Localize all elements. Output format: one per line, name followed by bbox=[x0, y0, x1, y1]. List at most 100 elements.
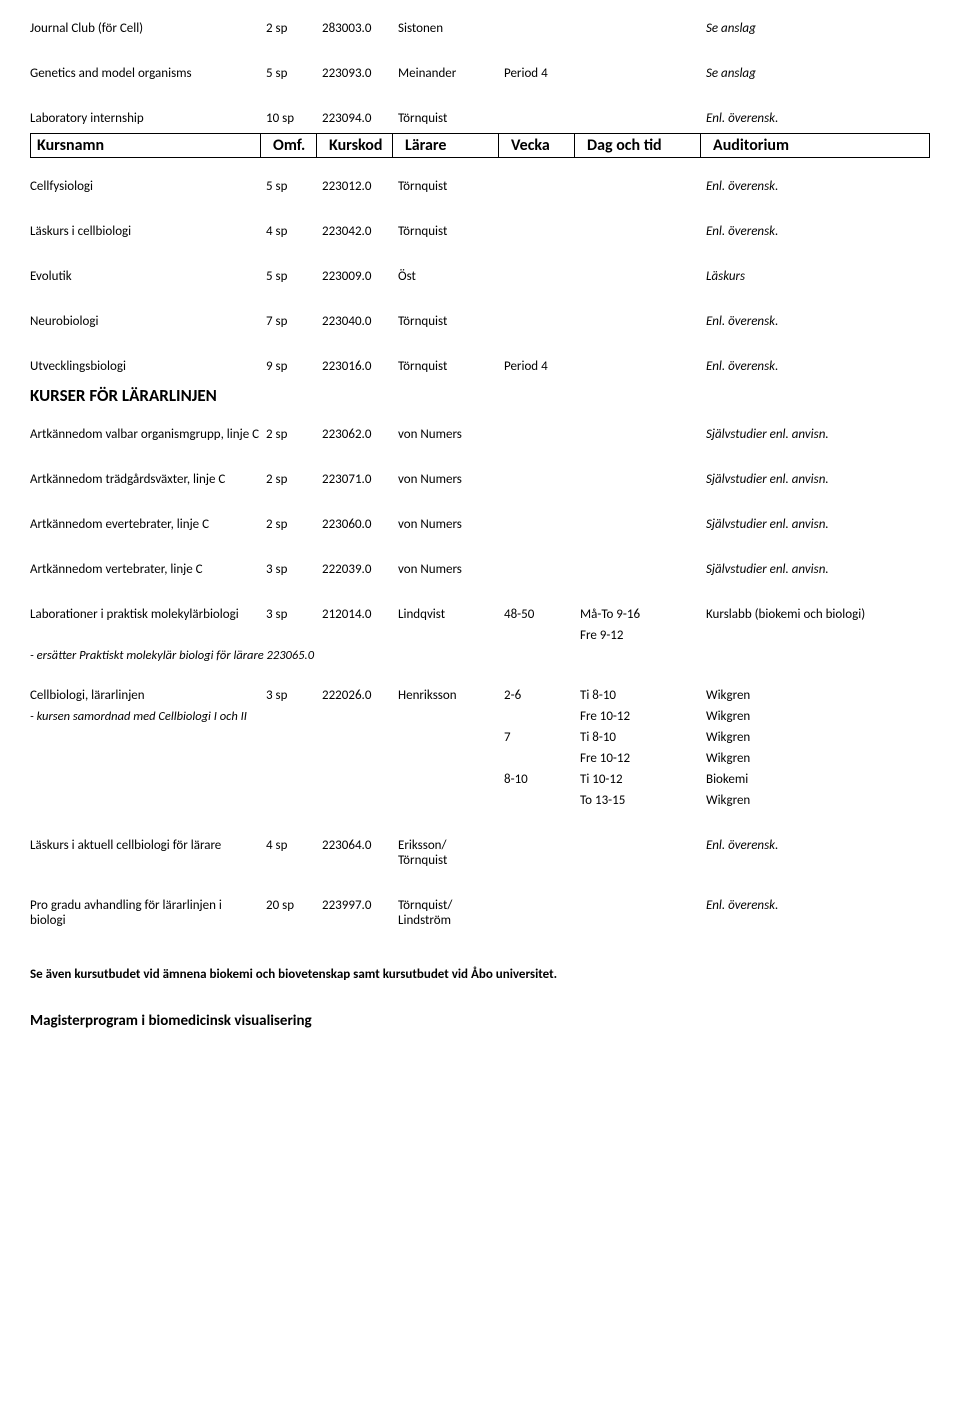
course-vecka bbox=[504, 20, 574, 22]
course-name: Laborationer i praktisk molekylärbiologi bbox=[30, 606, 260, 623]
course-kod: 223064.0 bbox=[322, 837, 392, 854]
course-aud: Självstudier enl. anvisn. bbox=[706, 516, 930, 533]
th-dagtid: Dag och tid bbox=[581, 134, 701, 157]
course-vecka bbox=[504, 178, 574, 180]
course-row: Genetics and model organisms5 sp223093.0… bbox=[30, 65, 930, 82]
course-row: Artkännedom vertebrater, linje C 3 sp 2220… bbox=[30, 561, 930, 578]
course-omf: 20 sp bbox=[266, 897, 316, 914]
course-larare: Lindqvist bbox=[398, 606, 498, 623]
course-kod: 223009.0 bbox=[322, 268, 392, 285]
course-aud: Wikgren bbox=[706, 708, 930, 725]
course-name: Artkännedom evertebrater, linje C bbox=[30, 516, 260, 533]
course-kod: 223012.0 bbox=[322, 178, 392, 195]
course-note: - ersätter Praktiskt molekylär biologi f… bbox=[30, 648, 930, 663]
course-vecka bbox=[504, 471, 574, 473]
course-aud: Enl. överensk. bbox=[706, 313, 930, 330]
course-row: Pro gradu avhandling för lärarlinjen i b… bbox=[30, 897, 930, 929]
course-larare: Törnquist/ Lindström bbox=[398, 897, 498, 929]
course-tid: Fre 9-12 bbox=[580, 627, 700, 644]
course-name: Laboratory internship bbox=[30, 110, 260, 127]
course-note: - kursen samordnad med Cellbiologi I och… bbox=[30, 708, 498, 725]
course-larare: Törnquist bbox=[398, 358, 498, 375]
course-kod: 223093.0 bbox=[322, 65, 392, 82]
course-larare: Öst bbox=[398, 268, 498, 285]
course-vecka bbox=[504, 426, 574, 428]
course-omf: 9 sp bbox=[266, 358, 316, 375]
course-aud: Se anslag bbox=[706, 65, 930, 82]
course-omf: 3 sp bbox=[266, 561, 316, 578]
course-larare: Eriksson/ Törnquist bbox=[398, 837, 498, 869]
course-tid: Fre 10-12 bbox=[580, 750, 700, 767]
course-kod: 223060.0 bbox=[322, 516, 392, 533]
course-row: Läskurs i aktuell cellbiologi för lärare… bbox=[30, 837, 930, 869]
course-larare: von Numers bbox=[398, 516, 498, 533]
course-aud: Kurslabb (biokemi och biologi) bbox=[706, 606, 930, 623]
course-aud: Självstudier enl. anvisn. bbox=[706, 561, 930, 578]
course-larare: Törnquist bbox=[398, 178, 498, 195]
course-aud: Enl. överensk. bbox=[706, 110, 930, 127]
course-tid bbox=[580, 426, 700, 428]
course-row-lab: Laborationer i praktisk molekylärbiologi… bbox=[30, 606, 930, 623]
course-vecka bbox=[504, 750, 574, 752]
course-tid: Ti 10-12 bbox=[580, 771, 700, 788]
course-name: Cellfysiologi bbox=[30, 178, 260, 195]
course-larare: von Numers bbox=[398, 426, 498, 443]
course-kod: 212014.0 bbox=[322, 606, 392, 623]
course-vecka bbox=[504, 268, 574, 270]
course-tid bbox=[580, 897, 700, 899]
course-larare: Törnquist bbox=[398, 313, 498, 330]
course-row: Artkännedom trädgårdsväxter, linje C2 sp… bbox=[30, 471, 930, 488]
course-tid: To 13-15 bbox=[580, 792, 700, 809]
course-tid bbox=[580, 110, 700, 112]
course-tid bbox=[580, 178, 700, 180]
course-tid bbox=[580, 268, 700, 270]
course-omf: 2 sp bbox=[266, 20, 316, 37]
course-omf: 10 sp bbox=[266, 110, 316, 127]
course-name: Cellbiologi, lärarlinjen bbox=[30, 687, 260, 704]
course-aud: Självstudier enl. anvisn. bbox=[706, 426, 930, 443]
course-omf: 2 sp bbox=[266, 516, 316, 533]
course-omf: 4 sp bbox=[266, 837, 316, 854]
course-row: Neurobiologi7 sp223040.0TörnquistEnl. öv… bbox=[30, 313, 930, 330]
course-tid bbox=[580, 561, 700, 563]
course-kod: 222039.0 bbox=[322, 561, 392, 578]
course-aud: Enl. överensk. bbox=[706, 897, 930, 914]
course-name: Utvecklingsbiologi bbox=[30, 358, 260, 375]
course-vecka bbox=[504, 561, 574, 563]
course-omf: 5 sp bbox=[266, 268, 316, 285]
course-row-cell-note: - kursen samordnad med Cellbiologi I och… bbox=[30, 708, 930, 725]
course-aud: Wikgren bbox=[706, 792, 930, 809]
table-header: Kursnamn Omf. Kurskod Lärare Vecka Dag o… bbox=[30, 133, 930, 158]
course-tid bbox=[580, 471, 700, 473]
course-vecka bbox=[504, 223, 574, 225]
course-kod: 223997.0 bbox=[322, 897, 392, 914]
course-name: Artkännedom vertebrater, linje C bbox=[30, 561, 260, 578]
course-omf: 7 sp bbox=[266, 313, 316, 330]
course-row: Evolutik5 sp223009.0ÖstLäskurs bbox=[30, 268, 930, 285]
course-tid: Må-To 9-16 bbox=[580, 606, 700, 623]
course-larare: Meinander bbox=[398, 65, 498, 82]
th-kurskod: Kurskod bbox=[323, 134, 393, 157]
course-larare: Sistonen bbox=[398, 20, 498, 37]
course-row-cell: Cellbiologi, lärarlinjen 3 sp 222026.0 H… bbox=[30, 687, 930, 704]
course-row: Cellfysiologi5 sp223012.0TörnquistEnl. ö… bbox=[30, 178, 930, 195]
course-row: Journal Club (för Cell)2 sp283003.0Sisto… bbox=[30, 20, 930, 37]
th-larare: Lärare bbox=[399, 134, 499, 157]
course-aud: Enl. överensk. bbox=[706, 837, 930, 854]
course-aud: Wikgren bbox=[706, 750, 930, 767]
course-aud: Självstudier enl. anvisn. bbox=[706, 471, 930, 488]
course-aud: Enl. överensk. bbox=[706, 178, 930, 195]
course-tid: Fre 10-12 bbox=[580, 708, 700, 725]
course-vecka: 48-50 bbox=[504, 606, 574, 623]
course-row: Utvecklingsbiologi9 sp223016.0TörnquistP… bbox=[30, 358, 930, 375]
course-larare: von Numers bbox=[398, 471, 498, 488]
course-aud: Wikgren bbox=[706, 687, 930, 704]
course-kod: 223071.0 bbox=[322, 471, 392, 488]
course-name: Genetics and model organisms bbox=[30, 65, 260, 82]
course-kod: 222026.0 bbox=[322, 687, 392, 704]
course-larare: Henriksson bbox=[398, 687, 498, 704]
course-kod: 223016.0 bbox=[322, 358, 392, 375]
course-aud: Se anslag bbox=[706, 20, 930, 37]
course-kod: 223062.0 bbox=[322, 426, 392, 443]
th-vecka: Vecka bbox=[505, 134, 575, 157]
